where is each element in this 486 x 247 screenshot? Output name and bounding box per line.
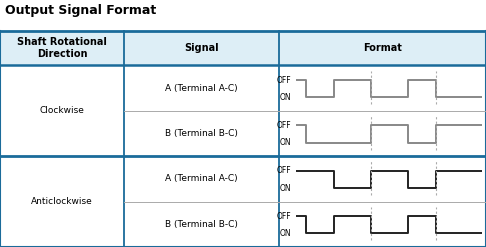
Bar	[0, 31, 486, 65]
Text: B (Terminal B-C): B (Terminal B-C)	[165, 220, 238, 229]
Text: ON: ON	[279, 229, 291, 238]
Text: Output Signal Format: Output Signal Format	[5, 4, 156, 17]
Text: OFF: OFF	[276, 76, 291, 84]
Text: Clockwise: Clockwise	[39, 106, 85, 115]
Text: B (Terminal B-C): B (Terminal B-C)	[165, 129, 238, 138]
Text: ON: ON	[279, 184, 291, 193]
Text: ON: ON	[279, 138, 291, 147]
Text: Signal: Signal	[184, 43, 219, 53]
Text: A (Terminal A-C): A (Terminal A-C)	[165, 174, 238, 184]
Text: A (Terminal A-C): A (Terminal A-C)	[165, 84, 238, 93]
Text: ON: ON	[279, 93, 291, 102]
Text: Shaft Rotational
Direction: Shaft Rotational Direction	[17, 37, 107, 59]
Text: OFF: OFF	[276, 166, 291, 175]
Text: OFF: OFF	[276, 121, 291, 130]
Text: Format: Format	[364, 43, 402, 53]
Text: Anticlockwise: Anticlockwise	[31, 197, 93, 206]
Text: OFF: OFF	[276, 212, 291, 221]
